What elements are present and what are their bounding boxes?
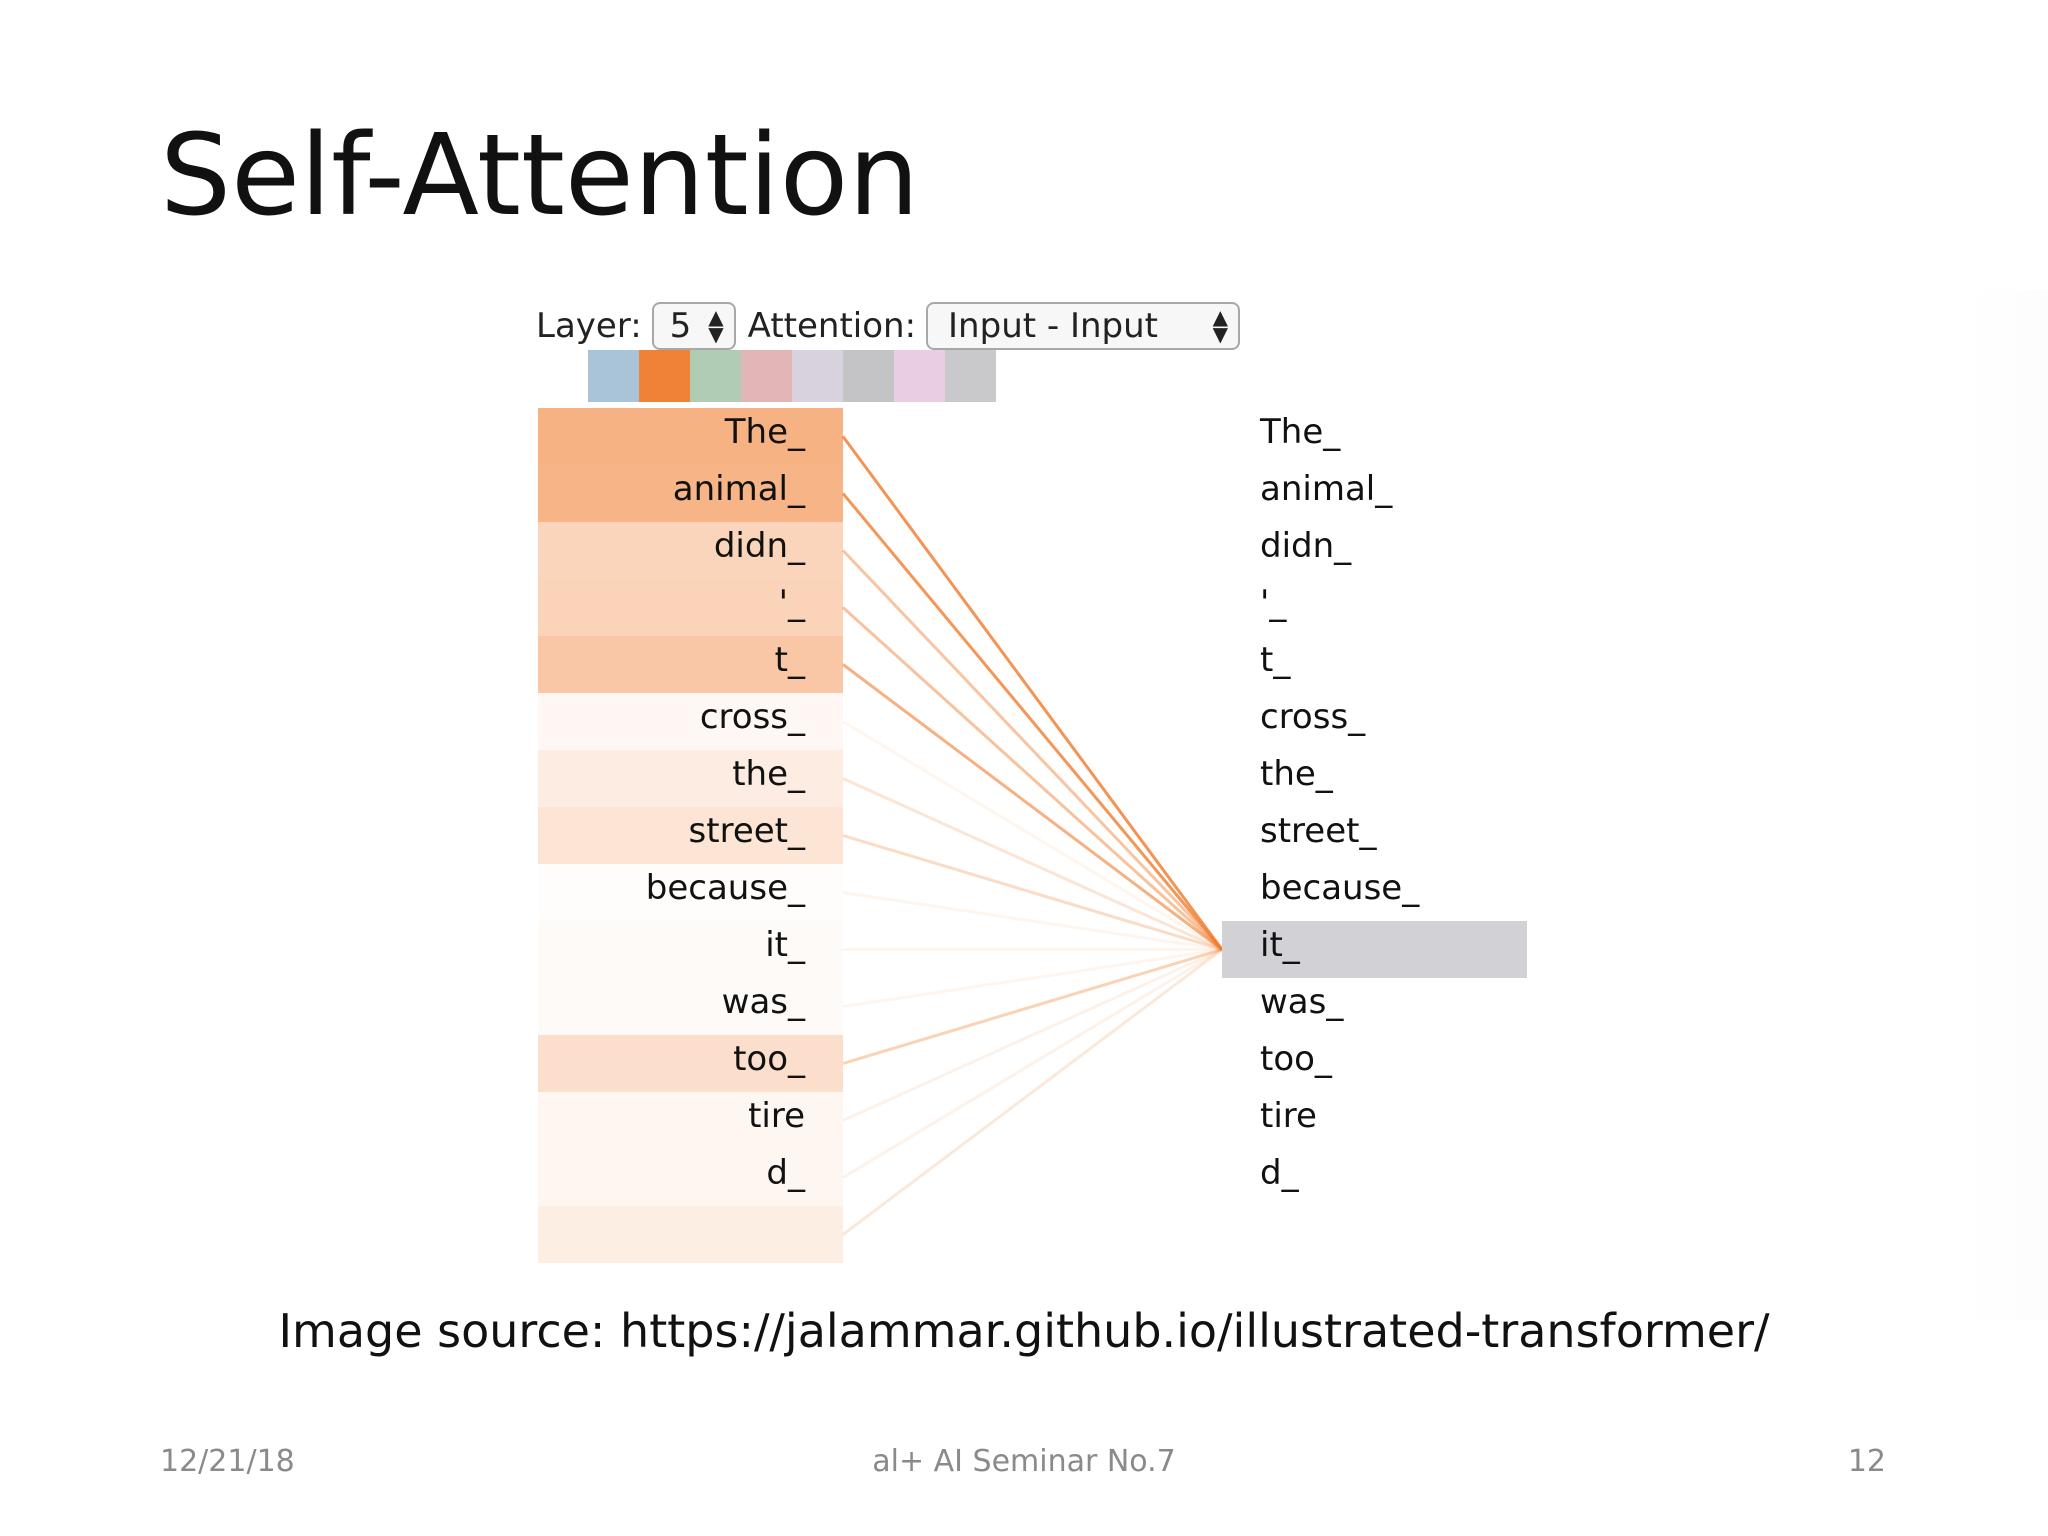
right-token[interactable]: t_ bbox=[1260, 640, 1291, 680]
attention-head-swatch[interactable] bbox=[588, 350, 639, 402]
left-token[interactable]: tire bbox=[538, 1092, 843, 1149]
attention-head-swatch[interactable] bbox=[741, 350, 792, 402]
image-source-caption: Image source: https://jalammar.github.io… bbox=[278, 1304, 1770, 1358]
left-token[interactable]: didn_ bbox=[538, 522, 843, 579]
left-token[interactable]: too_ bbox=[538, 1035, 843, 1092]
layer-label: Layer: bbox=[536, 306, 642, 346]
attention-label: Attention: bbox=[747, 306, 917, 346]
slide-number: 12 bbox=[1847, 1444, 1886, 1479]
right-token[interactable]: '_ bbox=[1260, 583, 1287, 623]
left-token[interactable]: was_ bbox=[538, 978, 843, 1035]
left-token[interactable]: t_ bbox=[538, 636, 843, 693]
right-token[interactable]: the_ bbox=[1260, 754, 1333, 794]
select-arrows-icon: ▲ ▼ bbox=[708, 305, 724, 346]
left-token[interactable] bbox=[538, 1206, 843, 1263]
slide-title: Self-Attention bbox=[160, 111, 920, 241]
right-token-selected[interactable]: it_ bbox=[1222, 921, 1527, 978]
left-token[interactable]: animal_ bbox=[538, 465, 843, 522]
attention-head-swatch[interactable] bbox=[792, 350, 843, 402]
attention-head-swatch[interactable] bbox=[945, 350, 996, 402]
footer-date: 12/21/18 bbox=[160, 1444, 295, 1479]
right-token[interactable]: too_ bbox=[1260, 1039, 1332, 1079]
select-arrows-icon: ▲ ▼ bbox=[1212, 305, 1229, 346]
right-token[interactable]: tire bbox=[1260, 1096, 1317, 1136]
attention-head-swatch[interactable] bbox=[639, 350, 690, 402]
attention-select[interactable]: Input - Input ▲ ▼ bbox=[926, 302, 1241, 350]
left-token-column: The_ animal_ didn_ '_ t_ cross_ the_ street_ bec… bbox=[538, 408, 843, 1263]
layer-select[interactable]: 5 ▲ ▼ bbox=[651, 302, 736, 350]
left-token[interactable]: it_ bbox=[538, 921, 843, 978]
attention-controls: Layer: 5 ▲ ▼ Attention: Input - Input ▲ ▼ bbox=[536, 300, 1252, 352]
right-token[interactable]: was_ bbox=[1260, 982, 1344, 1022]
left-token[interactable]: The_ bbox=[538, 408, 843, 465]
left-token[interactable]: cross_ bbox=[538, 693, 843, 750]
attention-select-value: Input - Input bbox=[948, 306, 1158, 346]
left-token[interactable]: because_ bbox=[645, 868, 805, 908]
right-token[interactable]: street_ bbox=[1260, 811, 1377, 851]
right-token[interactable]: d_ bbox=[1260, 1153, 1299, 1193]
right-token-column: The_ animal_ didn_ '_ t_ cross_ the_ street_bec… bbox=[1222, 408, 1527, 1206]
attention-head-swatch[interactable] bbox=[690, 350, 741, 402]
right-token[interactable]: animal_ bbox=[1260, 469, 1393, 509]
layer-select-value: 5 bbox=[669, 306, 692, 346]
attention-head-swatch[interactable] bbox=[843, 350, 894, 402]
left-token[interactable]: the_ bbox=[538, 750, 843, 807]
right-token[interactable]: The_ bbox=[1260, 412, 1341, 452]
attention-head-swatch[interactable] bbox=[894, 350, 945, 402]
left-token[interactable]: street_ bbox=[538, 807, 843, 864]
left-token[interactable]: '_ bbox=[538, 579, 843, 636]
footer-title: al+ AI Seminar No.7 bbox=[872, 1444, 1176, 1479]
right-token[interactable]: cross_ bbox=[1260, 697, 1366, 737]
right-token[interactable]: didn_ bbox=[1260, 526, 1352, 566]
left-token[interactable]: d_ bbox=[538, 1149, 843, 1206]
right-token[interactable]: because_ bbox=[1260, 868, 1420, 908]
attention-head-swatches bbox=[588, 350, 996, 402]
